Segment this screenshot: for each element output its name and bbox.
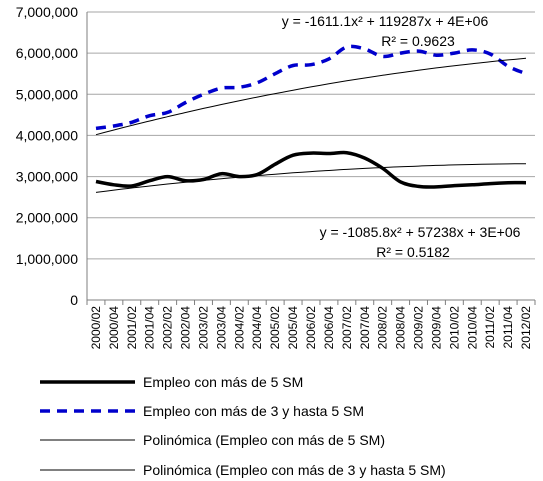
x-tick-label: 2006/04 — [322, 306, 336, 350]
x-tick-label: 2006/02 — [304, 306, 318, 350]
series-line-3 — [95, 163, 527, 193]
x-tick-label: 2010/02 — [447, 306, 461, 350]
x-tick-label: 2003/02 — [196, 306, 210, 350]
y-tick-label: 4,000,000 — [16, 127, 78, 143]
x-tick-label: 2008/02 — [376, 306, 390, 350]
x-tick-label: 2007/02 — [340, 306, 354, 350]
x-tick-label: 2005/04 — [286, 306, 300, 350]
y-axis: 0 1,000,000 2,000,000 3,000,000 4,000,000 5,0… — [16, 4, 88, 308]
legend-item-trend2: Polinómica (Empleo con más de 3 y hasta … — [40, 462, 446, 478]
trendline-equation-series2: y = -1611.1x² + 119287x + 4E+06 — [282, 13, 489, 29]
series-line-1 — [95, 150, 527, 189]
x-tick-label: 2002/02 — [161, 306, 175, 350]
legend-label-trend1: Polinómica (Empleo con más de 5 SM) — [143, 432, 385, 448]
trendline-r2-series1: R² = 0.5182 — [376, 244, 450, 260]
legend-label-series1: Empleo con más de 5 SM — [143, 374, 303, 390]
x-tick-label: 2004/04 — [250, 306, 264, 350]
series-line-4 — [95, 57, 527, 136]
x-tick-label: 2001/04 — [143, 306, 157, 350]
legend-item-trend1: Polinómica (Empleo con más de 5 SM) — [40, 432, 385, 448]
x-tick-label: 2001/02 — [125, 306, 139, 350]
y-tick-label: 5,000,000 — [16, 86, 78, 102]
y-tick-label: 6,000,000 — [16, 45, 78, 61]
x-tick-label: 2000/04 — [107, 306, 121, 350]
y-tick-label: 3,000,000 — [16, 169, 78, 185]
legend: Empleo con más de 5 SM Empleo con más de… — [40, 374, 446, 478]
x-axis: 2000/02 2000/04 2001/02 2001/04 2002/02 2002/… — [86, 299, 536, 350]
x-tick-label: 2008/04 — [394, 306, 408, 350]
y-tick-label: 7,000,000 — [16, 4, 78, 20]
x-tick-label: 2003/04 — [214, 306, 228, 350]
trendline-equation-series1: y = -1085.8x² + 57238x + 3E+06 — [320, 224, 521, 240]
x-tick-label: 2009/04 — [429, 306, 443, 350]
legend-label-series2: Empleo con más de 3 y hasta 5 SM — [143, 403, 364, 419]
x-tick-label: 2005/02 — [268, 306, 282, 350]
trendline-r2-series2: R² = 0.9623 — [381, 33, 455, 49]
gridlines — [87, 11, 535, 301]
legend-label-trend2: Polinómica (Empleo con más de 3 y hasta … — [143, 462, 446, 478]
legend-item-series1: Empleo con más de 5 SM — [40, 374, 303, 390]
series-line-2 — [95, 44, 527, 131]
x-tick-label: 2007/04 — [358, 306, 372, 350]
y-tick-label: 2,000,000 — [16, 210, 78, 226]
x-tick-label: 2004/02 — [232, 306, 246, 350]
x-tick-label: 2009/02 — [412, 306, 426, 350]
y-tick-label: 1,000,000 — [16, 251, 78, 267]
x-tick-label: 2010/04 — [465, 306, 479, 350]
y-tick-label: 0 — [70, 292, 78, 308]
x-tick-label: 2000/02 — [89, 306, 103, 350]
x-tick-label: 2002/04 — [179, 306, 193, 350]
x-tick-label: 2012/02 — [519, 306, 533, 350]
legend-item-series2: Empleo con más de 3 y hasta 5 SM — [40, 403, 364, 419]
plot-lines — [95, 44, 527, 193]
x-tick-label: 2011/04 — [501, 306, 515, 349]
x-tick-label: 2011/02 — [483, 306, 497, 349]
